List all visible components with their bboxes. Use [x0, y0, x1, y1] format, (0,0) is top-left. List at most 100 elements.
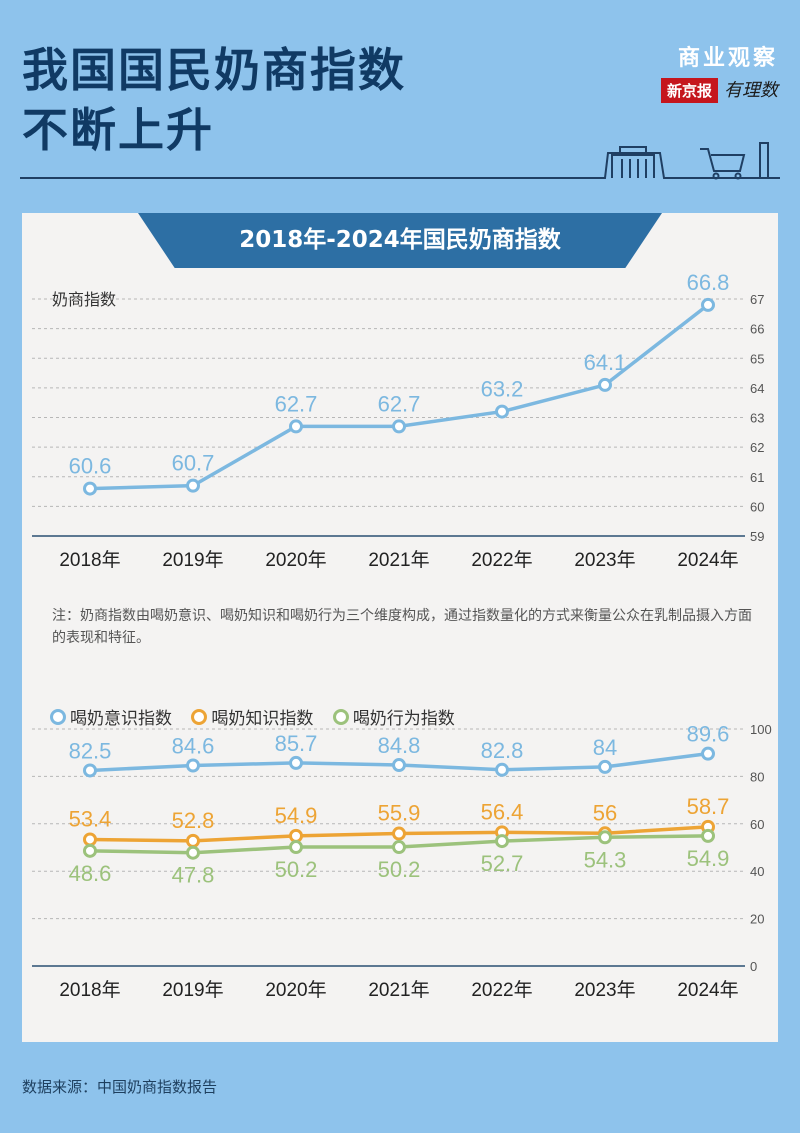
legend-item-knowledge: 喝奶知识指数	[191, 704, 313, 729]
data-label: 54.3	[584, 847, 627, 872]
y-tick-label: 100	[750, 722, 772, 737]
data-point	[186, 758, 200, 773]
y-tick-label: 80	[750, 769, 764, 784]
data-point	[289, 840, 303, 855]
x-tick-label: 2022年	[471, 549, 532, 571]
data-point	[186, 833, 200, 848]
data-label: 62.7	[275, 391, 318, 416]
y-axis-label: 奶商指数	[52, 290, 117, 309]
data-label: 53.4	[69, 806, 112, 831]
data-source: 数据来源：中国奶商指数报告	[22, 1078, 218, 1096]
brand-column: 有理数	[724, 80, 778, 101]
data-label: 89.6	[687, 722, 730, 747]
data-point	[83, 832, 97, 847]
legend-label-awareness: 喝奶意识指数	[70, 709, 172, 729]
y-tick-label: 60	[750, 817, 764, 832]
y-tick-label: 66	[750, 322, 764, 337]
data-point	[289, 755, 303, 770]
legend-item-awareness: 喝奶意识指数	[50, 704, 172, 729]
y-tick-label: 62	[750, 440, 764, 455]
x-tick-label: 2019年	[162, 979, 223, 1001]
data-point	[495, 834, 509, 849]
data-point	[598, 759, 612, 774]
data-point	[598, 830, 612, 845]
data-label: 48.6	[69, 861, 112, 886]
legend-label-knowledge: 喝奶知识指数	[211, 709, 314, 729]
chart-title: 2018年-2024年国民奶商指数	[138, 213, 662, 268]
data-point	[701, 746, 715, 761]
x-tick-label: 2019年	[162, 549, 223, 571]
data-label: 55.9	[378, 801, 421, 826]
brand-top: 商业观察	[677, 45, 778, 71]
x-tick-label: 2022年	[471, 979, 532, 1001]
data-point	[83, 763, 97, 778]
legend: 喝奶意识指数 喝奶知识指数 喝奶行为指数	[50, 704, 469, 729]
x-tick-label: 2023年	[574, 979, 635, 1001]
data-label: 84.8	[378, 733, 421, 758]
x-tick-label: 2024年	[677, 979, 738, 1001]
title-line-2: 不断上升	[22, 103, 214, 157]
y-tick-label: 65	[750, 351, 764, 366]
data-point	[495, 762, 509, 777]
x-tick-label: 2023年	[574, 549, 635, 571]
brand-logo: 商业观察 新京报 有理数	[628, 40, 778, 103]
y-tick-label: 61	[750, 470, 764, 485]
page-title: 我国国民奶商指数 不断上升	[22, 40, 406, 160]
data-label: 66.8	[687, 270, 730, 295]
x-tick-label: 2018年	[59, 979, 120, 1001]
y-tick-label: 40	[750, 864, 764, 879]
y-tick-label: 63	[750, 411, 764, 426]
data-label: 82.8	[481, 738, 524, 763]
data-label: 54.9	[687, 846, 730, 871]
data-label: 50.2	[275, 857, 318, 882]
cart-icon	[700, 142, 769, 180]
data-label: 62.7	[378, 391, 421, 416]
data-point	[83, 843, 97, 858]
data-point	[701, 297, 715, 312]
data-point	[392, 840, 406, 855]
data-label: 47.8	[172, 863, 215, 888]
y-tick-label: 20	[750, 912, 764, 927]
y-tick-label: 59	[750, 529, 764, 544]
data-label: 60.6	[69, 454, 112, 479]
x-tick-label: 2024年	[677, 549, 738, 571]
data-point	[83, 481, 97, 496]
legend-label-behavior: 喝奶行为指数	[352, 709, 455, 729]
building-icon	[611, 146, 655, 178]
data-label: 56.4	[481, 799, 524, 824]
data-point	[701, 828, 715, 843]
data-label: 63.2	[481, 377, 524, 402]
data-point	[392, 419, 406, 434]
data-label: 52.7	[481, 851, 524, 876]
chart-note: 注：奶商指数由喝奶意识、喝奶知识和喝奶行为三个维度构成，通过指数量化的方式来衡量…	[52, 608, 752, 646]
data-point	[495, 404, 509, 419]
data-label: 64.1	[584, 350, 627, 375]
legend-dot-behavior	[332, 709, 349, 725]
divider-line	[20, 152, 780, 179]
brand-paper: 新京报	[660, 78, 718, 103]
data-point	[289, 828, 303, 843]
data-point	[289, 419, 303, 434]
data-point	[186, 478, 200, 493]
data-label: 60.7	[172, 451, 215, 476]
data-point	[186, 845, 200, 860]
data-label: 52.8	[172, 808, 215, 833]
x-tick-label: 2020年	[265, 979, 326, 1001]
legend-dot-awareness	[50, 709, 66, 725]
header-divider	[20, 142, 780, 180]
data-label: 58.7	[687, 794, 730, 819]
x-tick-label: 2018年	[59, 549, 120, 571]
data-point	[598, 377, 612, 392]
y-tick-label: 0	[750, 959, 757, 974]
x-tick-label: 2021年	[368, 979, 429, 1001]
data-label: 54.9	[275, 803, 318, 828]
data-point	[392, 758, 406, 773]
legend-item-behavior: 喝奶行为指数	[332, 704, 455, 729]
y-tick-label: 60	[750, 499, 764, 514]
data-label: 84	[593, 735, 617, 760]
data-label: 85.7	[275, 731, 318, 756]
data-label: 82.5	[69, 738, 112, 763]
y-tick-label: 64	[750, 381, 764, 396]
